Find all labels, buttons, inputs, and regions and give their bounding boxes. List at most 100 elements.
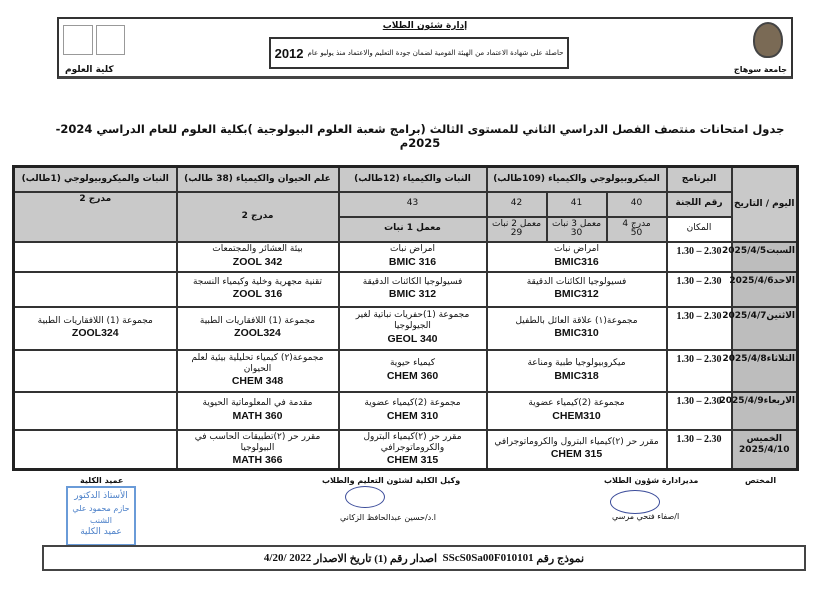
course-cell: مجموعة (1)حفريات نباتية لغير الجيولوجيا G… xyxy=(337,305,488,351)
committee-number: 43 xyxy=(337,190,488,218)
exam-schedule-table: اليوم / التاريخ البرنامج الميكروبيولوجي … xyxy=(12,165,800,472)
course-code: BMIC312 xyxy=(554,288,599,301)
issue-label: اصدار رقم (1) xyxy=(374,552,438,565)
form-code: SScS0Sa00F010101 xyxy=(442,552,534,564)
page-title: جدول امتحانات منتصف الفصل الدراسي الثاني… xyxy=(55,122,785,150)
course-cell: امراض نبات BMIC316 xyxy=(485,240,668,273)
date-cell: الاحد2025/4/6 xyxy=(729,270,799,308)
student-affairs-title: مديرادارة شؤون الطلاب xyxy=(604,476,699,485)
form-footer: نموذج رقم SScS0Sa00F010101 اصدار رقم (1)… xyxy=(42,545,806,571)
exam-time: 2.30 – 1.30 xyxy=(676,310,722,322)
place-cell: معمل 1 نبات xyxy=(337,215,488,243)
course-code: CHEM 348 xyxy=(231,375,284,388)
course-code: BMIC316 xyxy=(554,255,599,268)
exam-time: 2.30 – 1.30 xyxy=(676,433,722,445)
course-name: مقرر حر (٢)كيمياء البترول والكروماتوجراف… xyxy=(363,431,462,453)
dean-title: عميد الكلية xyxy=(80,476,124,485)
course-name: امراض نبات xyxy=(554,244,599,255)
course-cell xyxy=(12,428,178,471)
course-cell: مجموعة (2)كيمياء عضوية CHEM 310 xyxy=(337,390,488,431)
department-name: إدارة شئون الطلاب xyxy=(382,21,468,31)
issue-date: 4/20/ 2022 xyxy=(263,552,312,564)
program-header: الميكروبيولوجي والكيمياء (109طالب) xyxy=(485,165,668,193)
course-name: مجموعة (1)حفريات نباتية لغير الجيولوجيا xyxy=(355,310,470,332)
course-name: ميكروبيولوجيا طبية ومناعة xyxy=(527,358,626,369)
course-code: CHEM 315 xyxy=(386,454,439,466)
table-row: الثلاثاء2025/4/8 2.30 – 1.30 ميكروبيولوجيا… xyxy=(12,348,799,393)
accreditation-box: حاصلة على شهادة الاعتماد من الهيئة القوم… xyxy=(269,37,569,69)
exam-time: 2.30 – 1.30 xyxy=(676,353,722,365)
course-name: مجموعة (2)كيمياء عضوية xyxy=(364,398,461,409)
place-count: 29 xyxy=(510,228,523,238)
course-cell: مجموعة(٢) كيمياء تحليلية بيئية لعلم الحي… xyxy=(175,348,340,393)
place-cell: مدرج 2 xyxy=(175,190,340,243)
form-label: نموذج رقم xyxy=(536,552,585,565)
course-name: كيمياء حيوية xyxy=(389,358,435,369)
course-name: مجموعة(١) علاقة العائل بالطفيل xyxy=(515,315,638,326)
exam-time: 2.30 – 1.30 xyxy=(676,395,722,407)
course-name: فسيولوجيا الكائنات الدقيقة xyxy=(526,276,627,287)
committee-number: 40 xyxy=(605,190,668,218)
course-cell: امراض نبات BMIC 316 xyxy=(337,240,488,273)
course-cell: مجموعة (2)كيمياء عضوية CHEM310 xyxy=(485,390,668,431)
stamp-line: الأستاذ الدكتور xyxy=(74,491,128,501)
course-code: BMIC310 xyxy=(554,327,599,340)
course-code: CHEM 360 xyxy=(386,369,439,382)
course-cell: مقرر حر (٢)كيمياء البترول والكروماتوجراف… xyxy=(337,428,488,471)
course-name: بيئة العشائر والمجتمعات xyxy=(212,244,303,255)
course-code: BMIC 316 xyxy=(388,255,437,268)
dean-stamp: الأستاذ الدكتور حازم محمود علي الشنب عمي… xyxy=(66,486,136,546)
course-cell: ميكروبيولوجيا طبية ومناعة BMIC318 xyxy=(485,348,668,393)
course-code: CHEM 315 xyxy=(550,448,603,461)
program-header: علم الحيوان والكيمياء (38 طالب) xyxy=(175,165,340,193)
place-label: المكان xyxy=(665,215,733,243)
course-cell xyxy=(12,348,178,393)
exam-date: الاحد2025/4/6 xyxy=(729,275,796,286)
course-name: فسيولوجيا الكائنات الدقيقة xyxy=(362,276,463,287)
time-cell: 2.30 – 1.30 xyxy=(665,348,733,393)
course-cell: مقرر حر (٢)كيمياء البترول والكروماتوجراف… xyxy=(485,428,668,471)
student-affairs-name: ا/صفاء فتحي مرسي xyxy=(612,512,680,521)
exam-time: 2.30 – 1.30 xyxy=(676,275,722,287)
egac-logo xyxy=(63,25,93,55)
course-name: مقرر حر (٢)تطبيقات الحاسب في البيولوجيا xyxy=(194,431,321,453)
program-label: البرنامج xyxy=(665,165,733,193)
place-count: 30 xyxy=(570,228,583,238)
program-header: النبات والكيمياء (12طالب) xyxy=(337,165,488,193)
course-name: امراض نبات xyxy=(390,244,435,255)
place-cell: مدرج 2 xyxy=(12,190,178,243)
course-code: CHEM 310 xyxy=(386,409,439,422)
course-name: مقدمة في المعلوماتية الحيوية xyxy=(202,398,313,409)
place-cell: معمل 2 نبات 29 xyxy=(485,215,548,243)
aiav-logo xyxy=(95,25,125,55)
committee-label: رقم اللجنة xyxy=(665,190,733,218)
table-row: الاحد2025/4/6 2.30 – 1.30 فسيولوجيا الكائن… xyxy=(12,270,799,308)
course-name: مجموعة (1) اللافقاريات الطبية xyxy=(199,315,316,326)
course-cell: كيمياء حيوية CHEM 360 xyxy=(337,348,488,393)
stamp-line: حازم محمود علي الشنب xyxy=(72,504,130,525)
time-cell: 2.30 – 1.30 xyxy=(665,270,733,308)
course-cell: مجموعة (1) اللافقاريات الطبية ZOOL324 xyxy=(12,305,178,351)
course-cell xyxy=(12,270,178,308)
date-cell: الخميس 2025/4/10 xyxy=(730,428,799,471)
accreditation-logos xyxy=(63,25,125,55)
stamp-line: عميد الكلية xyxy=(80,527,122,538)
date-cell: الثلاثاء2025/4/8 xyxy=(723,348,799,393)
exam-date: الاثنين2025/4/7 xyxy=(722,310,796,321)
table-row: السبت2025/4/5 2.30 – 1.30 امراض نبات BMIC31… xyxy=(12,240,799,273)
course-code: GEOL 340 xyxy=(387,332,438,345)
course-code: BMIC 312 xyxy=(388,288,437,301)
course-code: ZOOL324 xyxy=(234,327,281,340)
vice-dean-name: ا.د/حسين عبدالحافظ الزكاني xyxy=(340,513,436,522)
time-cell: 2.30 – 1.30 xyxy=(665,390,733,431)
accreditation-year: 2012 xyxy=(274,45,304,61)
date-cell: السبت2025/4/5 xyxy=(722,240,799,273)
course-cell: بيئة العشائر والمجتمعات ZOOL 342 xyxy=(175,240,340,273)
course-name: مجموعة (2)كيمياء عضوية xyxy=(528,398,625,409)
signature-scribble xyxy=(345,486,385,508)
time-cell: 2.30 – 1.30 xyxy=(665,240,733,273)
course-cell xyxy=(12,240,178,273)
course-cell: مجموعة (1) اللافقاريات الطبية ZOOL324 xyxy=(175,305,340,351)
university-name: جامعة سوهاج xyxy=(733,65,787,74)
place-count: 50 xyxy=(630,228,643,238)
